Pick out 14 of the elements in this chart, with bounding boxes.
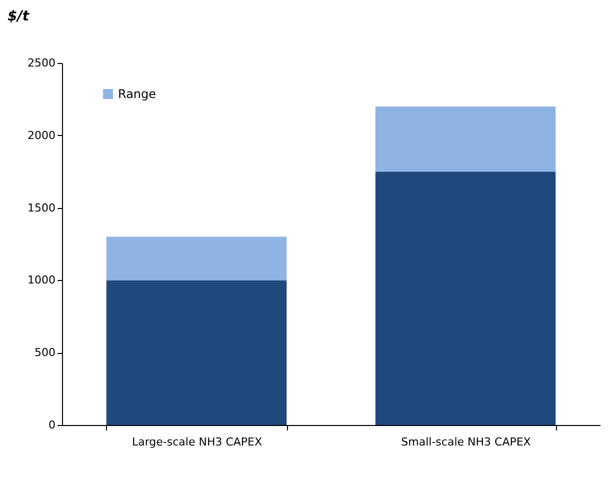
bar bbox=[106, 280, 287, 425]
y-tick-label: 2500 bbox=[28, 56, 56, 70]
y-tick-label: 0 bbox=[48, 418, 56, 432]
bar bbox=[375, 106, 556, 172]
x-tick-label: Small-scale NH3 CAPEX bbox=[401, 436, 532, 448]
y-axis-title: $/t bbox=[8, 8, 30, 24]
x-tick-label: Large-scale NH3 CAPEX bbox=[132, 436, 262, 448]
y-tick-label: 1000 bbox=[28, 274, 56, 287]
y-tick-label: 500 bbox=[34, 346, 56, 360]
y-tick-label: 2000 bbox=[28, 128, 56, 142]
bar bbox=[106, 236, 287, 280]
legend-label: Range bbox=[118, 87, 156, 101]
y-tick-label: 1500 bbox=[28, 201, 56, 214]
bar bbox=[375, 172, 556, 425]
